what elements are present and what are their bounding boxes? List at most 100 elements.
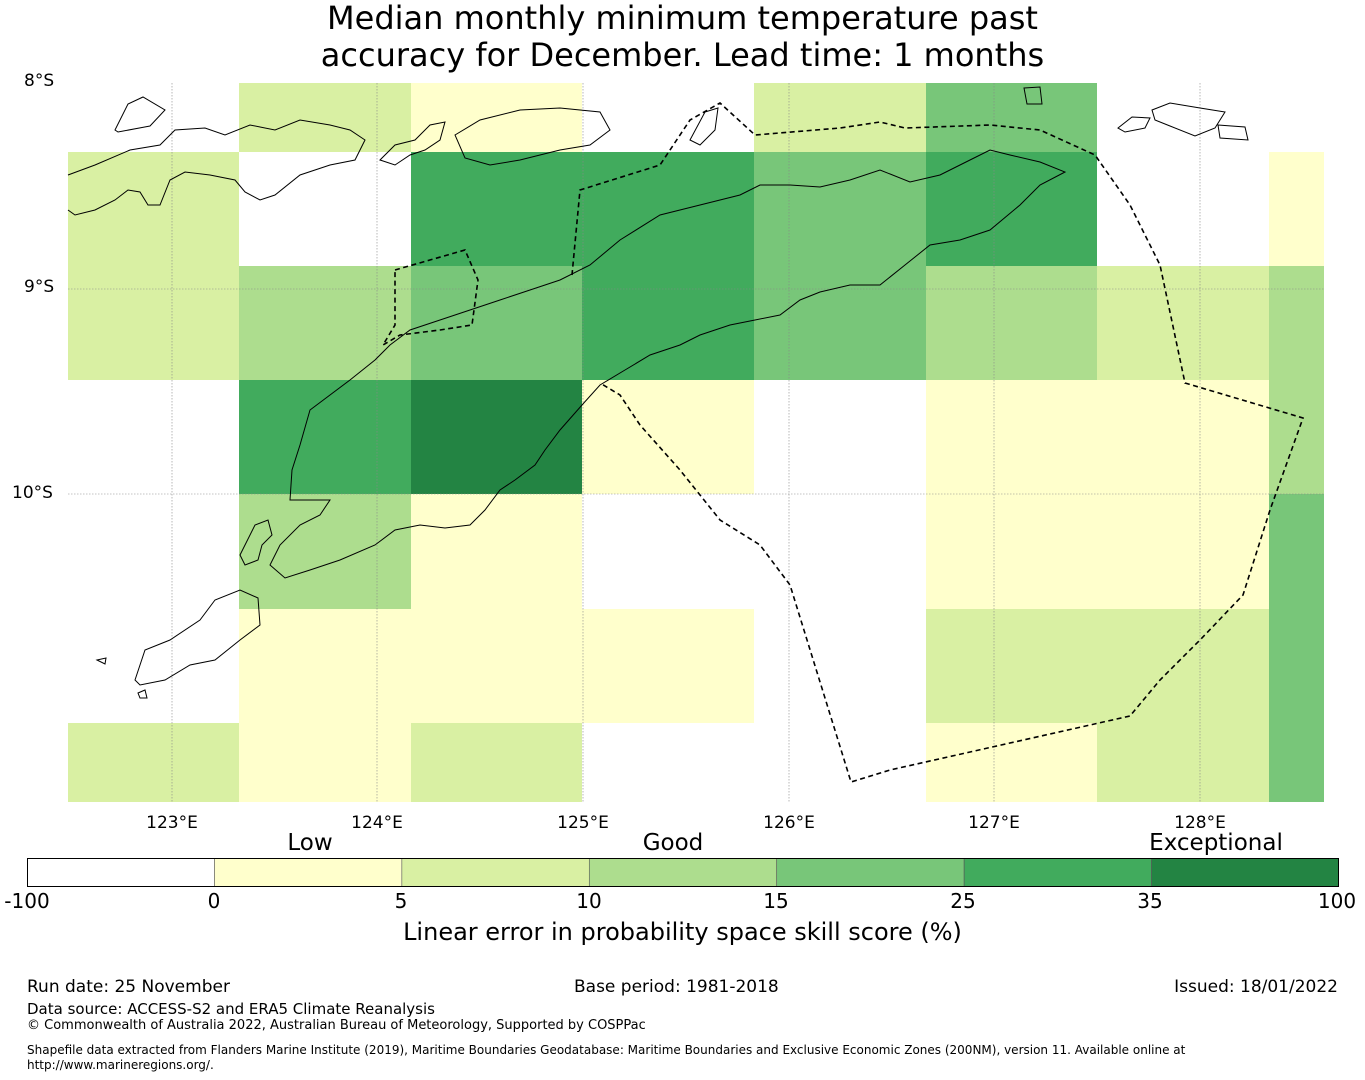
tick-10: 10 xyxy=(576,889,602,913)
tick-minus100: -100 xyxy=(4,889,50,913)
grid-cell xyxy=(411,266,582,380)
tick-15: 15 xyxy=(763,889,789,913)
colorbar-segment xyxy=(1151,858,1339,887)
grid-cell xyxy=(411,494,582,609)
tick-0: 0 xyxy=(207,889,221,913)
colorbar-segment xyxy=(588,858,778,887)
lon-label-124e: 124°E xyxy=(351,813,403,833)
data-source: Data source: ACCESS-S2 and ERA5 Climate … xyxy=(27,1000,435,1018)
grid-cell xyxy=(1097,380,1269,494)
lon-label-126e: 126°E xyxy=(763,813,815,833)
shapefile-credit: Shapefile data extracted from Flanders M… xyxy=(27,1043,1186,1072)
colorbar-label: Linear error in probability space skill … xyxy=(403,918,962,946)
category-good: Good xyxy=(642,830,704,856)
lat-label-9s: 9°S xyxy=(24,277,55,297)
grid-cell xyxy=(754,83,926,152)
colorbar-segment xyxy=(214,858,403,887)
coastlines xyxy=(67,86,1249,699)
copyright: © Commonwealth of Australia 2022, Austra… xyxy=(27,1018,646,1033)
grid-cell xyxy=(1269,609,1324,723)
grid-cell xyxy=(926,152,1097,266)
tick-100: 100 xyxy=(1317,889,1357,913)
coastline-rote xyxy=(134,589,261,686)
base-period: Base period: 1981-2018 xyxy=(574,977,779,997)
grid-cell xyxy=(926,266,1097,380)
tick-5: 5 xyxy=(394,889,408,913)
colorbar-segment xyxy=(963,858,1152,887)
grid-cell xyxy=(582,609,754,723)
grid-cell xyxy=(1269,380,1324,494)
tick-35: 35 xyxy=(1137,889,1163,913)
coastline-alor xyxy=(379,121,446,166)
grid-cell xyxy=(1097,609,1269,723)
eez-boundary xyxy=(382,102,1305,783)
grid-cell xyxy=(411,723,582,802)
lon-label-125e: 125°E xyxy=(557,813,609,833)
grid-cell xyxy=(411,380,582,494)
grid-cell xyxy=(411,152,582,266)
title-line-1: Median monthly minimum temperature past xyxy=(327,0,1038,37)
grid-cell xyxy=(239,266,411,380)
coastline-timor xyxy=(269,149,1067,579)
skill-grid xyxy=(68,83,1324,802)
grid-cell xyxy=(68,723,239,802)
eez-line-oecusse xyxy=(382,249,479,346)
tick-25: 25 xyxy=(950,889,976,913)
lon-label-127e: 127°E xyxy=(968,813,1020,833)
grid-cell xyxy=(1269,266,1324,380)
lat-label-8s: 8°S xyxy=(24,71,55,91)
coastline-kisar xyxy=(1023,86,1043,105)
grid-cell xyxy=(1097,494,1269,609)
coastline-atauro xyxy=(689,107,719,146)
grid-cell xyxy=(68,152,239,266)
grid-cell xyxy=(582,152,754,266)
eez-line-main xyxy=(571,102,1305,783)
colorbar xyxy=(27,858,1339,887)
grid-cell xyxy=(1097,723,1269,802)
grid-cell xyxy=(1269,152,1324,266)
grid-cell xyxy=(926,380,1097,494)
grid-cell xyxy=(239,152,411,266)
grid-cell xyxy=(239,723,411,802)
title-line-2: accuracy for December. Lead time: 1 mont… xyxy=(320,36,1045,74)
coastline-wetar xyxy=(454,107,611,166)
coastline-north-islands xyxy=(67,119,366,216)
colorbar-segment xyxy=(27,858,215,887)
coastline-flores-alor xyxy=(114,96,166,133)
grid-cell xyxy=(582,266,754,380)
category-low: Low xyxy=(287,830,333,856)
grid-cell xyxy=(68,266,239,380)
grid-cell xyxy=(926,609,1097,723)
coastline-semau xyxy=(239,519,273,566)
grid-cell xyxy=(754,266,926,380)
lat-label-10s: 10°S xyxy=(12,483,53,503)
colorbar-segment xyxy=(401,858,590,887)
map-title: Median monthly minimum temperature past … xyxy=(0,0,1365,74)
grid-cell xyxy=(582,380,754,494)
coastline-leti-moa xyxy=(1117,102,1249,141)
lon-label-128e: 128°E xyxy=(1174,813,1226,833)
issued-date: Issued: 18/01/2022 xyxy=(1174,977,1338,997)
category-exceptional: Exceptional xyxy=(1149,830,1283,856)
grid-cell xyxy=(411,609,582,723)
grid-cell xyxy=(1097,266,1269,380)
grid-cell xyxy=(926,83,1097,152)
run-date: Run date: 25 November xyxy=(27,977,230,997)
grid-cell xyxy=(926,494,1097,609)
coastline-ndao xyxy=(95,657,148,699)
grid-cell xyxy=(1269,494,1324,609)
lon-label-123e: 123°E xyxy=(146,813,198,833)
colorbar-outline xyxy=(27,858,1339,887)
grid-cell xyxy=(239,494,411,609)
grid-cell xyxy=(239,609,411,723)
grid-cell xyxy=(754,152,926,266)
grid-cell xyxy=(239,380,411,494)
colorbar-segment xyxy=(776,858,965,887)
grid-cell xyxy=(1269,723,1324,802)
grid-cell xyxy=(582,723,754,802)
grid-cell xyxy=(582,494,754,609)
gridlines xyxy=(68,83,1324,802)
grid-cell xyxy=(926,723,1097,802)
grid-cell xyxy=(239,83,411,152)
